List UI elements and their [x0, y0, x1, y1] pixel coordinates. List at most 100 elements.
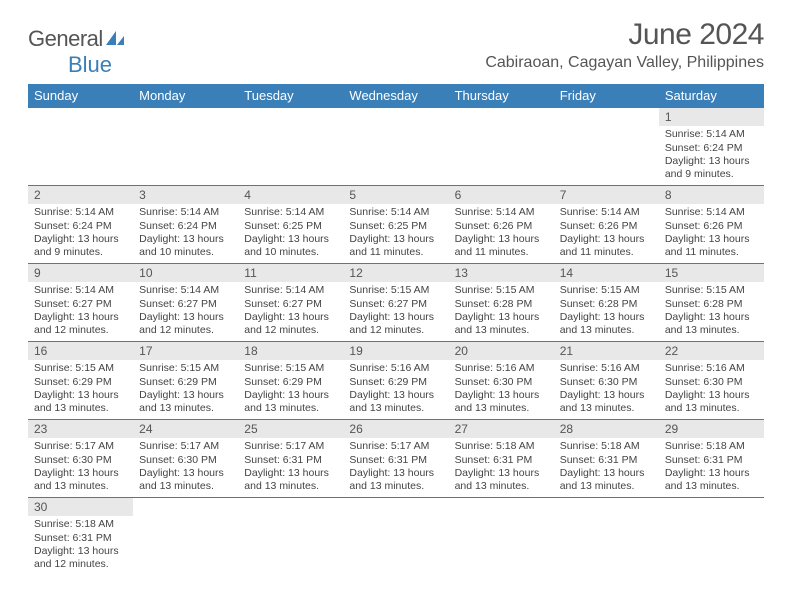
daylight-line: Daylight: 13 hours and 13 minutes.: [455, 467, 548, 493]
daylight-line: Daylight: 13 hours and 13 minutes.: [455, 389, 548, 415]
daylight-line: Daylight: 13 hours and 12 minutes.: [34, 545, 127, 571]
sunset-line: Sunset: 6:24 PM: [34, 220, 127, 233]
sunrise-line: Sunrise: 5:14 AM: [455, 206, 548, 219]
sunrise-line: Sunrise: 5:14 AM: [34, 284, 127, 297]
calendar-cell: 27Sunrise: 5:18 AMSunset: 6:31 PMDayligh…: [449, 420, 554, 498]
sunset-line: Sunset: 6:30 PM: [560, 376, 653, 389]
sunset-line: Sunset: 6:31 PM: [455, 454, 548, 467]
sunset-line: Sunset: 6:27 PM: [349, 298, 442, 311]
daylight-line: Daylight: 13 hours and 13 minutes.: [665, 311, 758, 337]
day-number: 5: [343, 186, 448, 204]
sunset-line: Sunset: 6:26 PM: [455, 220, 548, 233]
sunset-line: Sunset: 6:31 PM: [244, 454, 337, 467]
sunrise-line: Sunrise: 5:15 AM: [139, 362, 232, 375]
calendar-cell: 21Sunrise: 5:16 AMSunset: 6:30 PMDayligh…: [554, 342, 659, 420]
day-number: 19: [343, 342, 448, 360]
day-info: Sunrise: 5:14 AMSunset: 6:24 PMDaylight:…: [133, 204, 238, 263]
calendar-row: 2Sunrise: 5:14 AMSunset: 6:24 PMDaylight…: [28, 186, 764, 264]
calendar-cell: [133, 498, 238, 576]
day-number: 2: [28, 186, 133, 204]
daylight-line: Daylight: 13 hours and 12 minutes.: [34, 311, 127, 337]
location: Cabiraoan, Cagayan Valley, Philippines: [485, 54, 764, 72]
calendar-cell: 7Sunrise: 5:14 AMSunset: 6:26 PMDaylight…: [554, 186, 659, 264]
sunset-line: Sunset: 6:29 PM: [34, 376, 127, 389]
day-info: Sunrise: 5:14 AMSunset: 6:26 PMDaylight:…: [449, 204, 554, 263]
day-number: 27: [449, 420, 554, 438]
day-info: Sunrise: 5:15 AMSunset: 6:28 PMDaylight:…: [449, 282, 554, 341]
daylight-line: Daylight: 13 hours and 11 minutes.: [665, 233, 758, 259]
calendar-cell: 13Sunrise: 5:15 AMSunset: 6:28 PMDayligh…: [449, 264, 554, 342]
sunset-line: Sunset: 6:24 PM: [665, 142, 758, 155]
day-info: Sunrise: 5:14 AMSunset: 6:24 PMDaylight:…: [659, 126, 764, 185]
sunrise-line: Sunrise: 5:14 AM: [34, 206, 127, 219]
calendar-cell: 6Sunrise: 5:14 AMSunset: 6:26 PMDaylight…: [449, 186, 554, 264]
calendar-cell: 10Sunrise: 5:14 AMSunset: 6:27 PMDayligh…: [133, 264, 238, 342]
calendar-cell: [554, 498, 659, 576]
sunrise-line: Sunrise: 5:18 AM: [560, 440, 653, 453]
weekday-header-row: Sunday Monday Tuesday Wednesday Thursday…: [28, 84, 764, 108]
day-info: Sunrise: 5:18 AMSunset: 6:31 PMDaylight:…: [449, 438, 554, 497]
daylight-line: Daylight: 13 hours and 13 minutes.: [244, 389, 337, 415]
daylight-line: Daylight: 13 hours and 13 minutes.: [665, 467, 758, 493]
month-title: June 2024: [485, 18, 764, 52]
daylight-line: Daylight: 13 hours and 11 minutes.: [560, 233, 653, 259]
sunset-line: Sunset: 6:27 PM: [244, 298, 337, 311]
calendar-cell: [28, 108, 133, 186]
weekday-header: Saturday: [659, 84, 764, 108]
daylight-line: Daylight: 13 hours and 13 minutes.: [349, 467, 442, 493]
sunset-line: Sunset: 6:31 PM: [34, 532, 127, 545]
daylight-line: Daylight: 13 hours and 13 minutes.: [455, 311, 548, 337]
day-number: 21: [554, 342, 659, 360]
day-info: Sunrise: 5:15 AMSunset: 6:29 PMDaylight:…: [238, 360, 343, 419]
calendar-cell: [449, 498, 554, 576]
calendar-cell: 19Sunrise: 5:16 AMSunset: 6:29 PMDayligh…: [343, 342, 448, 420]
day-info: Sunrise: 5:15 AMSunset: 6:29 PMDaylight:…: [133, 360, 238, 419]
day-info: Sunrise: 5:14 AMSunset: 6:27 PMDaylight:…: [133, 282, 238, 341]
sunset-line: Sunset: 6:31 PM: [560, 454, 653, 467]
calendar-cell: 20Sunrise: 5:16 AMSunset: 6:30 PMDayligh…: [449, 342, 554, 420]
day-info: Sunrise: 5:14 AMSunset: 6:27 PMDaylight:…: [28, 282, 133, 341]
day-number: 4: [238, 186, 343, 204]
sunset-line: Sunset: 6:26 PM: [560, 220, 653, 233]
day-number: 3: [133, 186, 238, 204]
daylight-line: Daylight: 13 hours and 13 minutes.: [34, 389, 127, 415]
sunset-line: Sunset: 6:28 PM: [455, 298, 548, 311]
sunrise-line: Sunrise: 5:18 AM: [34, 518, 127, 531]
sunrise-line: Sunrise: 5:16 AM: [349, 362, 442, 375]
sunset-line: Sunset: 6:30 PM: [34, 454, 127, 467]
calendar-cell: 17Sunrise: 5:15 AMSunset: 6:29 PMDayligh…: [133, 342, 238, 420]
day-info: Sunrise: 5:17 AMSunset: 6:31 PMDaylight:…: [343, 438, 448, 497]
calendar-row: 30Sunrise: 5:18 AMSunset: 6:31 PMDayligh…: [28, 498, 764, 576]
day-number: 9: [28, 264, 133, 282]
calendar-cell: 22Sunrise: 5:16 AMSunset: 6:30 PMDayligh…: [659, 342, 764, 420]
day-number: 22: [659, 342, 764, 360]
day-number: 6: [449, 186, 554, 204]
day-number: 24: [133, 420, 238, 438]
sunset-line: Sunset: 6:28 PM: [665, 298, 758, 311]
sunrise-line: Sunrise: 5:15 AM: [244, 362, 337, 375]
calendar-table: Sunday Monday Tuesday Wednesday Thursday…: [28, 84, 764, 576]
calendar-cell: 12Sunrise: 5:15 AMSunset: 6:27 PMDayligh…: [343, 264, 448, 342]
calendar-cell: 2Sunrise: 5:14 AMSunset: 6:24 PMDaylight…: [28, 186, 133, 264]
daylight-line: Daylight: 13 hours and 13 minutes.: [560, 311, 653, 337]
day-number: 23: [28, 420, 133, 438]
sunrise-line: Sunrise: 5:16 AM: [455, 362, 548, 375]
sunrise-line: Sunrise: 5:18 AM: [665, 440, 758, 453]
sunrise-line: Sunrise: 5:15 AM: [34, 362, 127, 375]
sunset-line: Sunset: 6:31 PM: [349, 454, 442, 467]
calendar-cell: [449, 108, 554, 186]
sunset-line: Sunset: 6:30 PM: [665, 376, 758, 389]
calendar-row: 1Sunrise: 5:14 AMSunset: 6:24 PMDaylight…: [28, 108, 764, 186]
calendar-cell: [659, 498, 764, 576]
day-number: 15: [659, 264, 764, 282]
day-number: 18: [238, 342, 343, 360]
sail-icon: [105, 26, 125, 52]
calendar-cell: 3Sunrise: 5:14 AMSunset: 6:24 PMDaylight…: [133, 186, 238, 264]
day-info: Sunrise: 5:16 AMSunset: 6:29 PMDaylight:…: [343, 360, 448, 419]
day-info: Sunrise: 5:17 AMSunset: 6:31 PMDaylight:…: [238, 438, 343, 497]
sunset-line: Sunset: 6:29 PM: [349, 376, 442, 389]
calendar-cell: 25Sunrise: 5:17 AMSunset: 6:31 PMDayligh…: [238, 420, 343, 498]
sunrise-line: Sunrise: 5:14 AM: [139, 284, 232, 297]
calendar-cell: 4Sunrise: 5:14 AMSunset: 6:25 PMDaylight…: [238, 186, 343, 264]
sunset-line: Sunset: 6:27 PM: [34, 298, 127, 311]
